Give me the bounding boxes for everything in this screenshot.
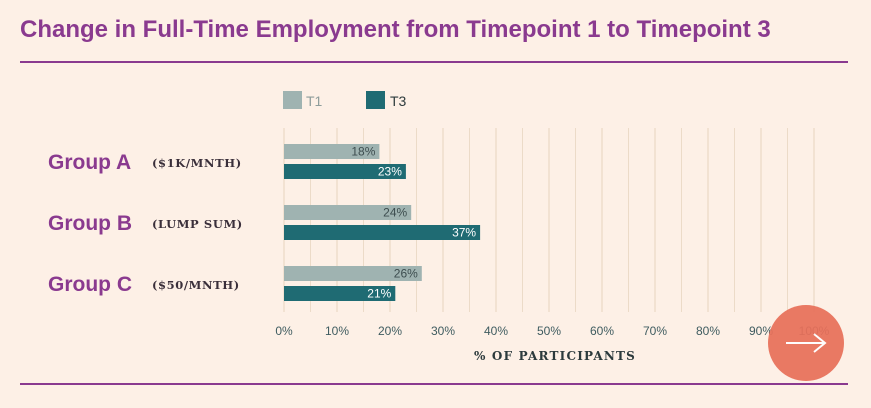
x-tick-label: 20% — [378, 324, 402, 338]
x-tick-label: 70% — [643, 324, 667, 338]
bar-t1-2 — [284, 205, 412, 220]
category-note: ($50/MNTH) — [152, 278, 240, 292]
bar-value-label: 26% — [394, 267, 418, 281]
legend: T1 T3 — [283, 91, 407, 109]
x-tick-label: 60% — [590, 324, 614, 338]
bar-t1-3 — [284, 266, 422, 281]
x-tick-label: 40% — [484, 324, 508, 338]
bar-t1-1 — [284, 144, 380, 159]
category-label: Group A — [48, 151, 131, 174]
legend-swatch-t3 — [366, 91, 385, 109]
x-tick-label: 90% — [749, 324, 773, 338]
category-label: Group B — [48, 212, 132, 235]
bar-value-label: 18% — [351, 145, 375, 159]
title-divider — [20, 61, 848, 63]
bars: 18%23% 24% 37% 26%21% — [284, 144, 481, 301]
bar-value-label: 24% — [383, 206, 407, 220]
x-tick-label: 50% — [537, 324, 561, 338]
bar-t3-2 — [284, 225, 481, 240]
bottom-divider — [20, 383, 848, 385]
bar-value-label: 21% — [367, 287, 391, 301]
bar-t3-1 — [284, 164, 406, 179]
category-note: (LUMP SUM) — [152, 217, 243, 231]
bar-value-label: 37% — [452, 226, 476, 240]
x-tick-label: 30% — [431, 324, 455, 338]
bar-value-label: 23% — [378, 165, 402, 179]
legend-swatch-t1 — [283, 91, 302, 109]
chart-title: Change in Full-Time Employment from Time… — [20, 16, 771, 43]
x-tick-label: 80% — [696, 324, 720, 338]
x-axis-label: % OF PARTICIPANTS — [474, 349, 636, 363]
x-tick-label: 10% — [325, 324, 349, 338]
bar-t3-3 — [284, 286, 396, 301]
category-labels: Group A ($1K/MNTH) Group B (LUMP SUM) Group … — [48, 151, 243, 296]
category-note: ($1K/MNTH) — [152, 156, 242, 170]
legend-label-t1: T1 — [306, 93, 323, 109]
arrow-right-icon — [786, 333, 827, 353]
legend-label-t3: T3 — [390, 93, 407, 109]
grid-lines — [283, 128, 815, 312]
x-axis-ticks: 0%10%20%30%40%50%60%70%80%90%100% — [275, 324, 829, 338]
x-tick-label: 0% — [275, 324, 293, 338]
next-button[interactable] — [768, 305, 844, 381]
category-label: Group C — [48, 273, 132, 296]
